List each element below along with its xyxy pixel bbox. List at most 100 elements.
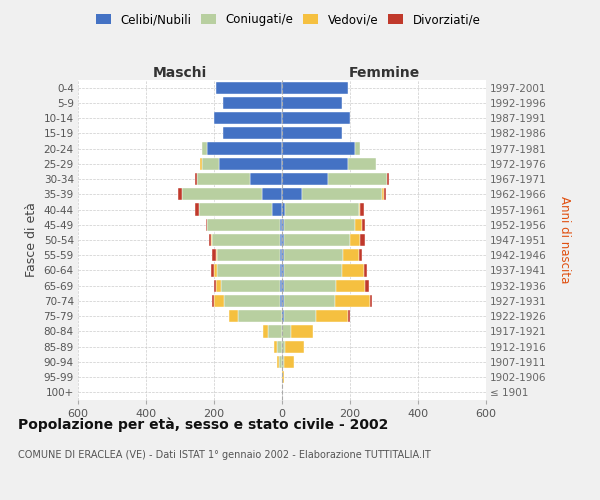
Bar	[370, 295, 372, 307]
Bar	[365, 280, 369, 292]
Bar	[286, 204, 359, 216]
Bar	[362, 218, 365, 231]
Bar	[302, 188, 382, 200]
Bar	[290, 326, 313, 338]
Bar	[216, 280, 221, 292]
Bar	[207, 218, 280, 231]
Bar	[282, 158, 349, 170]
Bar	[216, 82, 282, 94]
Bar	[359, 249, 362, 262]
Bar	[282, 112, 350, 124]
Bar	[202, 142, 207, 154]
Bar	[202, 158, 219, 170]
Text: Femmine: Femmine	[349, 66, 419, 80]
Bar	[284, 295, 335, 307]
Bar	[335, 295, 370, 307]
Bar	[280, 249, 282, 262]
Bar	[282, 340, 286, 353]
Bar	[206, 218, 207, 231]
Bar	[284, 280, 337, 292]
Bar	[197, 173, 250, 185]
Bar	[209, 234, 211, 246]
Bar	[337, 280, 365, 292]
Bar	[328, 173, 388, 185]
Bar	[349, 158, 376, 170]
Bar	[211, 264, 214, 276]
Text: Maschi: Maschi	[153, 66, 207, 80]
Legend: Celibi/Nubili, Coniugati/e, Vedovi/e, Divorziati/e: Celibi/Nubili, Coniugati/e, Vedovi/e, Di…	[91, 8, 485, 31]
Bar	[349, 310, 350, 322]
Bar	[282, 127, 341, 140]
Bar	[360, 204, 364, 216]
Bar	[282, 310, 284, 322]
Bar	[284, 264, 341, 276]
Bar	[212, 234, 280, 246]
Bar	[350, 234, 360, 246]
Bar	[282, 234, 284, 246]
Bar	[284, 218, 355, 231]
Bar	[214, 280, 216, 292]
Bar	[182, 188, 262, 200]
Bar	[282, 249, 284, 262]
Bar	[211, 234, 212, 246]
Bar	[221, 280, 280, 292]
Bar	[280, 218, 282, 231]
Y-axis label: Anni di nascita: Anni di nascita	[558, 196, 571, 284]
Bar	[207, 142, 282, 154]
Bar	[217, 264, 280, 276]
Bar	[282, 295, 284, 307]
Bar	[200, 158, 202, 170]
Bar	[224, 295, 280, 307]
Bar	[277, 340, 282, 353]
Bar	[384, 188, 386, 200]
Bar	[359, 204, 360, 216]
Bar	[388, 173, 389, 185]
Bar	[282, 188, 302, 200]
Bar	[282, 356, 284, 368]
Bar	[277, 356, 278, 368]
Bar	[214, 264, 217, 276]
Bar	[382, 188, 384, 200]
Bar	[263, 326, 268, 338]
Bar	[280, 295, 282, 307]
Bar	[284, 310, 316, 322]
Bar	[282, 264, 284, 276]
Bar	[272, 204, 282, 216]
Bar	[341, 264, 364, 276]
Bar	[316, 310, 349, 322]
Bar	[196, 204, 199, 216]
Bar	[282, 204, 286, 216]
Bar	[216, 249, 217, 262]
Bar	[223, 127, 282, 140]
Bar	[364, 264, 367, 276]
Bar	[214, 295, 224, 307]
Bar	[343, 249, 359, 262]
Bar	[282, 142, 355, 154]
Bar	[229, 310, 238, 322]
Bar	[282, 173, 328, 185]
Y-axis label: Fasce di età: Fasce di età	[25, 202, 38, 278]
Bar	[355, 218, 362, 231]
Bar	[284, 356, 294, 368]
Bar	[223, 97, 282, 109]
Bar	[282, 97, 341, 109]
Text: Popolazione per età, sesso e stato civile - 2002: Popolazione per età, sesso e stato civil…	[18, 418, 388, 432]
Bar	[212, 249, 216, 262]
Text: COMUNE DI ERACLEA (VE) - Dati ISTAT 1° gennaio 2002 - Elaborazione TUTTITALIA.IT: COMUNE DI ERACLEA (VE) - Dati ISTAT 1° g…	[18, 450, 431, 460]
Bar	[212, 295, 214, 307]
Bar	[219, 158, 282, 170]
Bar	[282, 326, 290, 338]
Bar	[199, 204, 272, 216]
Bar	[280, 234, 282, 246]
Bar	[178, 188, 182, 200]
Bar	[238, 310, 282, 322]
Bar	[286, 340, 304, 353]
Bar	[274, 340, 277, 353]
Bar	[217, 249, 280, 262]
Bar	[196, 173, 197, 185]
Bar	[360, 234, 365, 246]
Bar	[280, 280, 282, 292]
Bar	[214, 112, 282, 124]
Bar	[250, 173, 282, 185]
Bar	[284, 249, 343, 262]
